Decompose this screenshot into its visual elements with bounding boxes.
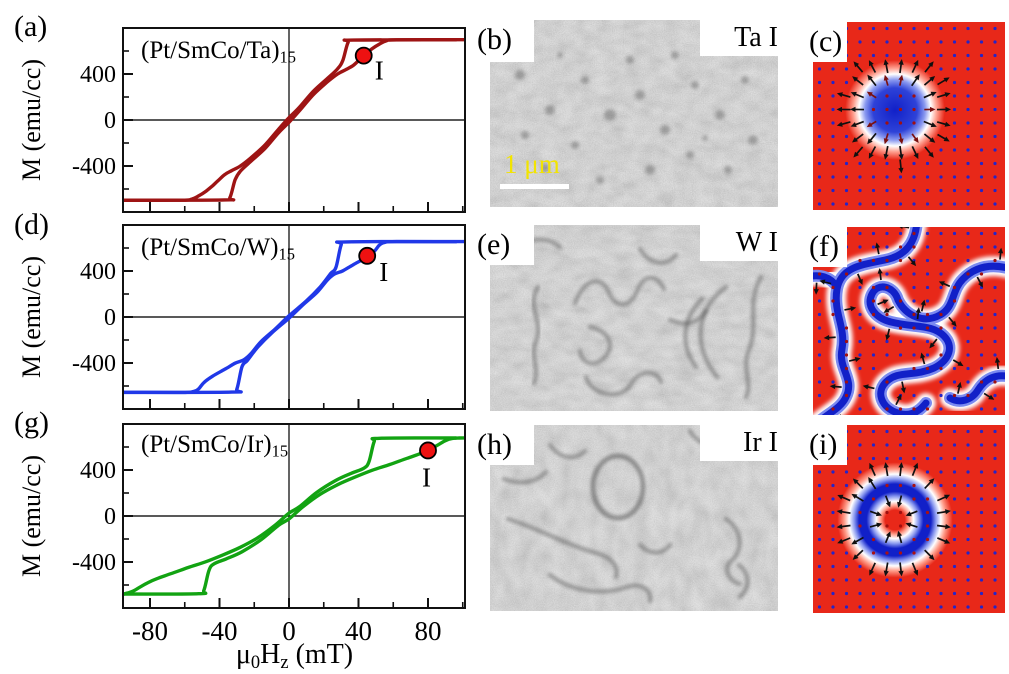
svg-text:I: I: [422, 462, 431, 492]
svg-text:-400: -400: [72, 351, 116, 377]
svg-text:0: 0: [282, 616, 296, 646]
chart-title-ir: (Pt/SmCo/Ir)15: [141, 431, 288, 462]
svg-text:80: 80: [415, 616, 442, 646]
simulation-skyrmion: [813, 22, 1005, 210]
panel-label-g: (g): [14, 406, 49, 439]
svg-text:400: 400: [80, 458, 116, 484]
scale-bar: [500, 184, 569, 189]
x-axis-label: μ0Hz (mT): [235, 639, 354, 673]
panel-label-i: (i): [806, 425, 847, 465]
panel-label-e: (e): [474, 225, 534, 265]
hysteresis-chart-ta: 400 0 -400 I: [72, 27, 466, 213]
panel-label-d: (d): [14, 208, 49, 241]
svg-text:400: 400: [80, 259, 116, 285]
image-tag-ir: Ir I: [700, 425, 783, 461]
svg-text:0: 0: [104, 108, 116, 134]
svg-text:400: 400: [80, 62, 116, 88]
panel-label-f: (f): [806, 227, 847, 267]
svg-text:-400: -400: [72, 550, 116, 576]
chart-title-ta-sub: 15: [279, 47, 297, 67]
svg-text:-80: -80: [132, 616, 168, 646]
chart-title-w: (Pt/SmCo/W)15: [141, 234, 295, 265]
svg-text:I: I: [375, 56, 384, 86]
svg-text:-40: -40: [202, 616, 238, 646]
y-axis-label-d: M (emu/cc): [17, 255, 46, 379]
svg-text:40: 40: [345, 616, 372, 646]
chart-title-w-sub: 15: [278, 244, 296, 264]
image-tag-ta: Ta I: [700, 20, 783, 56]
scale-bar-label: 1 μm: [504, 149, 560, 179]
chart-title-ta: (Pt/SmCo/Ta)15: [141, 37, 296, 68]
chart-title-w-main: (Pt/SmCo/W): [141, 234, 279, 261]
svg-text:I: I: [379, 257, 388, 287]
chart-title-ir-main: (Pt/SmCo/Ir): [141, 431, 272, 458]
panel-label-a: (a): [14, 10, 48, 43]
y-axis-label-g: M (emu/cc): [17, 454, 46, 578]
hysteresis-chart-w: 400 0 -400 I: [72, 224, 466, 410]
y-axis-label-a: M (emu/cc): [17, 58, 46, 182]
panel-label-h: (h): [474, 425, 534, 465]
chart-title-ta-main: (Pt/SmCo/Ta): [141, 37, 280, 64]
panel-label-c: (c): [806, 22, 847, 62]
image-tag-w: W I: [700, 225, 783, 261]
panel-label-b: (b): [474, 20, 534, 62]
chart-title-ir-sub: 15: [271, 441, 289, 461]
svg-text:0: 0: [104, 305, 116, 331]
svg-text:-400: -400: [72, 154, 116, 180]
svg-text:0: 0: [104, 504, 116, 530]
